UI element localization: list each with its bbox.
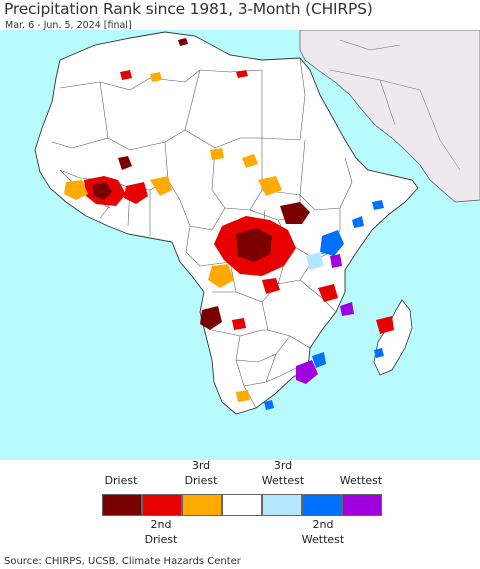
legend-swatch-3rd-driest [182, 494, 222, 516]
africa-land [34, 31, 419, 415]
legend-swatch-2nd-wettest [302, 494, 342, 516]
legend-swatch-2nd-driest [142, 494, 182, 516]
legend-swatch-normal [222, 494, 262, 516]
legend-swatch-3rd-wettest [262, 494, 302, 516]
legend-label-2nd-driest: 2nd Driest [144, 518, 178, 546]
map-title: Precipitation Rank since 1981, 3-Month (… [4, 0, 373, 18]
anomaly-patches [64, 38, 394, 410]
legend-label-3rd-wettest: 3rd Wettest [261, 459, 305, 487]
legend-label-3rd-driest: 3rd Driest [184, 459, 218, 487]
legend-swatch-wettest [342, 494, 382, 516]
legend-label-driest: Driest [104, 474, 138, 487]
legend-swatch-driest [102, 494, 142, 516]
legend-label-wettest: Wettest [339, 474, 383, 487]
source-credit: Source: CHIRPS, UCSB, Climate Hazards Ce… [4, 556, 241, 567]
africa-precipitation-map [0, 30, 480, 460]
map-subtitle: Mar. 6 - Jun. 5, 2024 [final] [5, 20, 132, 31]
arabia-borders [329, 39, 461, 171]
legend-label-2nd-wettest: 2nd Wettest [301, 518, 345, 546]
